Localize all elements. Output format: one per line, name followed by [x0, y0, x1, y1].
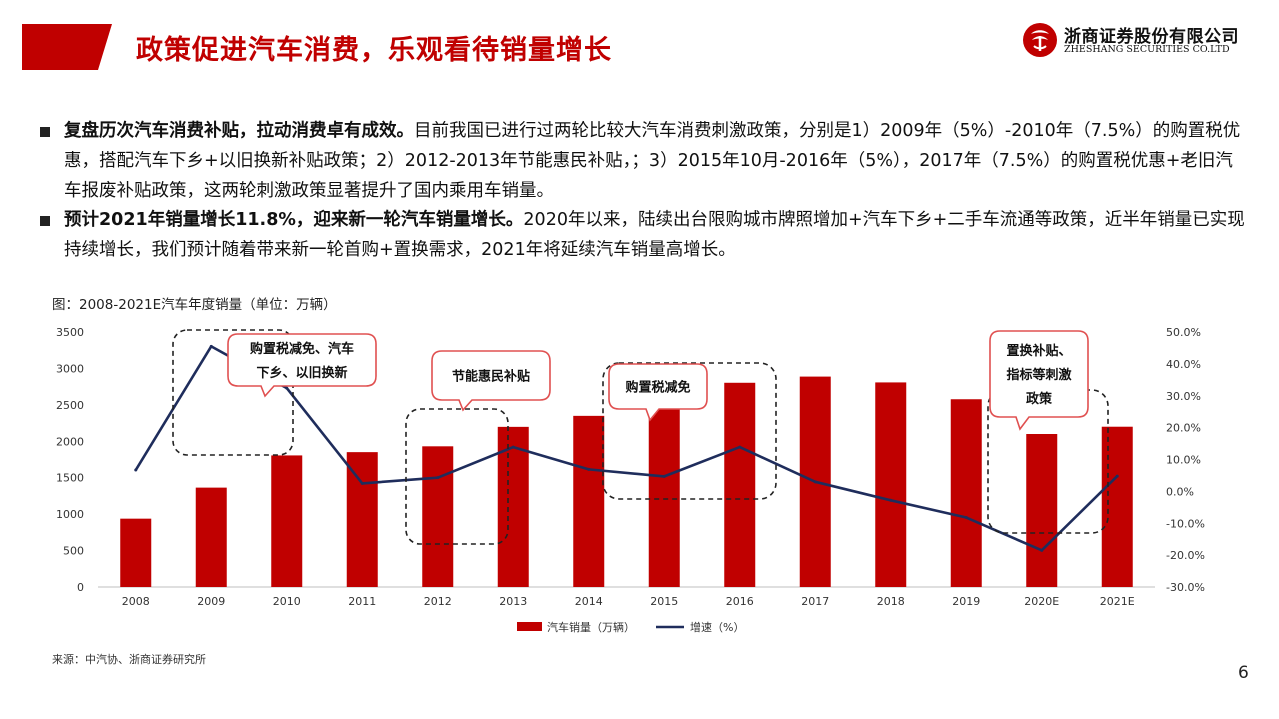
bar-2015: [648, 407, 680, 587]
bar-2010: [271, 455, 303, 587]
y-right-tick-label: 30.0%: [1166, 390, 1201, 403]
x-tick-label: 2021E: [1100, 595, 1135, 608]
x-tick-label: 2013: [499, 595, 527, 608]
bullet-2-body: 2020年以来，陆续出台限购城市牌照增加+汽车下乡+二手车流通等政策，近半年销量…: [64, 210, 1245, 260]
policy-period-box-1: [172, 329, 294, 456]
callout-bubble-1: [227, 333, 377, 398]
y-left-tick-label: 3500: [56, 326, 84, 339]
bullet-1: 复盘历次汽车消费补贴，拉动消费卓有成效。目前我国已进行过两轮比较大汽车消费刺激政…: [40, 116, 1245, 206]
zheshang-logo-icon: [1023, 23, 1057, 57]
source-note: 来源：中汽协、浙商证券研究所: [52, 653, 206, 666]
bar-2014: [573, 415, 605, 587]
y-left-tick-label: 2000: [56, 435, 84, 448]
y-left-tick-label: 500: [63, 545, 84, 558]
y-right-tick-label: -30.0%: [1166, 581, 1205, 594]
bar-2021E: [1101, 426, 1133, 587]
bullet-1-body: 目前我国已进行过两轮比较大汽车消费刺激政策，分别是1）2009年（5%）-201…: [64, 121, 1241, 201]
y-left-tick-label: 2500: [56, 399, 84, 412]
y-left-tick-label: 1000: [56, 508, 84, 521]
page-number: 6: [1238, 663, 1249, 683]
bullet-2-heading: 预计2021年销量增长11.8%，迎来新一轮汽车销量增长。: [64, 210, 524, 230]
x-tick-label: 2020E: [1024, 595, 1059, 608]
growth-point-2018: [889, 498, 893, 502]
bar-2020E: [1026, 434, 1058, 587]
x-tick-label: 2017: [801, 595, 829, 608]
bullet-square-icon: [40, 216, 50, 226]
bar-2019: [950, 399, 982, 587]
x-tick-label: 2018: [877, 595, 905, 608]
bar-2012: [422, 446, 454, 587]
y-left-tick-label: 0: [77, 581, 84, 594]
x-tick-label: 2009: [197, 595, 225, 608]
callout-text-1: 下乡、以旧换新: [256, 365, 347, 381]
growth-point-2013: [511, 445, 515, 449]
x-tick-label: 2016: [726, 595, 754, 608]
growth-point-2020E: [1040, 548, 1044, 552]
bar-2016: [724, 382, 756, 587]
y-right-tick-label: 10.0%: [1166, 454, 1201, 467]
growth-point-2019: [964, 516, 968, 520]
growth-line: [134, 345, 1119, 552]
legend-label-growth: 增速（%）: [690, 620, 744, 634]
x-tick-label: 2014: [575, 595, 603, 608]
bar-2013: [497, 426, 529, 587]
policy-period-box-2: [405, 408, 509, 545]
growth-point-2021E: [1115, 474, 1119, 478]
callout-text-4: 政策: [1026, 391, 1053, 407]
y-right-tick-label: 20.0%: [1166, 422, 1201, 435]
policy-period-box-4: [987, 389, 1109, 534]
growth-point-2008: [134, 468, 138, 472]
growth-point-2014: [587, 467, 591, 471]
callout-text-3: 购置税减免: [625, 380, 690, 396]
x-tick-label: 2019: [952, 595, 980, 608]
legend-swatch-sales: [517, 622, 542, 631]
callout-text-2: 节能惠民补贴: [452, 369, 530, 385]
bullet-square-icon: [40, 127, 50, 137]
x-tick-label: 2010: [273, 595, 301, 608]
callout-text-4: 指标等刺激: [1006, 367, 1072, 383]
company-logo: 浙商证券股份有限公司 ZHESHANG SECURITIES CO.LTD: [1022, 22, 1252, 62]
legend-label-sales: 汽车销量（万辆）: [547, 620, 635, 634]
bar-2011: [346, 452, 378, 587]
growth-point-2016: [738, 445, 742, 449]
page-title: 政策促进汽车消费，乐观看待销量增长: [136, 35, 612, 66]
y-right-tick-label: 50.0%: [1166, 326, 1201, 339]
x-tick-label: 2015: [650, 595, 678, 608]
callout-bubble-2: [431, 350, 551, 412]
callout-bubble-3: [608, 363, 708, 422]
bar-2009: [195, 487, 227, 587]
x-tick-label: 2012: [424, 595, 452, 608]
chart-caption: 图：2008-2021E汽车年度销量（单位：万辆）: [52, 297, 337, 313]
bar-2008: [120, 518, 152, 587]
growth-point-2011: [360, 481, 364, 485]
title-accent-tab: [98, 24, 112, 70]
callout-bubble-4: [989, 330, 1089, 431]
y-right-tick-label: -10.0%: [1166, 517, 1205, 530]
growth-point-2012: [436, 476, 440, 480]
x-tick-label: 2011: [348, 595, 376, 608]
y-left-tick-label: 1500: [56, 472, 84, 485]
logo-chinese-name: 浙商证券股份有限公司: [1064, 27, 1239, 47]
callout-text-4: 置换补贴、: [1006, 343, 1071, 359]
bullet-2: 预计2021年销量增长11.8%，迎来新一轮汽车销量增长。2020年以来，陆续出…: [40, 205, 1245, 265]
y-right-tick-label: 0.0%: [1166, 485, 1194, 498]
growth-point-2010: [285, 386, 289, 390]
growth-point-2009: [209, 344, 213, 348]
y-left-tick-label: 3000: [56, 362, 84, 375]
logo-english-name: ZHESHANG SECURITIES CO.LTD: [1064, 44, 1230, 55]
x-tick-label: 2008: [122, 595, 150, 608]
bar-2018: [875, 382, 907, 587]
bullet-1-heading: 复盘历次汽车消费补贴，拉动消费卓有成效。: [64, 121, 414, 141]
title-accent-block: [22, 24, 98, 70]
y-right-tick-label: 40.0%: [1166, 358, 1201, 371]
growth-point-2017: [813, 480, 817, 484]
y-right-tick-label: -20.0%: [1166, 549, 1205, 562]
growth-point-2015: [662, 474, 666, 478]
policy-period-box-3: [602, 362, 777, 500]
callout-text-1: 购置税减免、汽车: [250, 341, 354, 357]
